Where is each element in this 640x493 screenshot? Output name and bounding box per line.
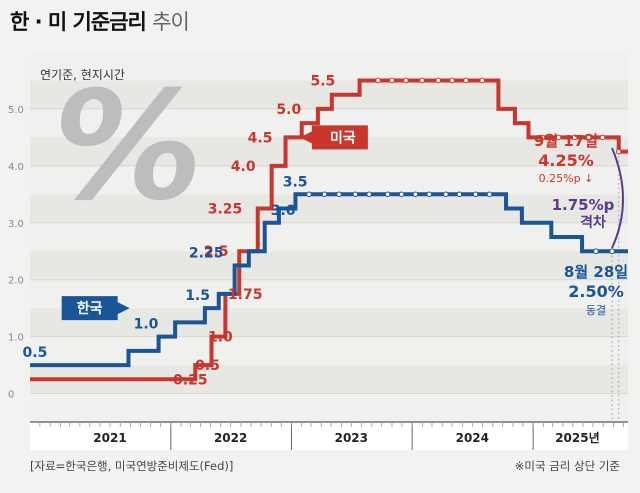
chart-subtitle: 연기준, 현지시간 <box>40 68 125 82</box>
us-end-date: 9월 17일 <box>534 132 598 150</box>
grid-band <box>30 308 628 337</box>
grid-band <box>30 251 628 280</box>
chart-title: 한 · 미 기준금리 추이 <box>10 6 190 36</box>
y-tick-label: 1.0 <box>8 333 24 344</box>
grid-band <box>30 194 628 223</box>
grid-band <box>30 80 628 109</box>
y-tick-label: 4.0 <box>8 162 24 173</box>
gap-bracket <box>611 147 624 249</box>
us-value-label: 0.5 <box>195 358 220 374</box>
percent-icon: % <box>53 60 203 234</box>
us-meeting-marker <box>479 77 486 84</box>
us-value-label: 3.25 <box>208 202 243 218</box>
y-tick-label: 2.0 <box>8 276 24 287</box>
kr-meeting-marker <box>306 191 312 198</box>
y-tick-label: 5.0 <box>8 105 24 116</box>
x-axis-band <box>30 422 628 450</box>
us-meeting-marker <box>449 77 455 84</box>
us-end-value: 4.25% <box>538 151 594 170</box>
chart-title-main: 한 · 미 기준금리 <box>10 10 147 34</box>
kr-value-label: 3.5 <box>283 174 308 190</box>
grid-band <box>30 336 628 366</box>
us-value-label: 4.5 <box>248 130 273 146</box>
us-value-label: 5.5 <box>310 73 335 89</box>
us-meeting-marker <box>435 77 442 84</box>
us-meeting-marker <box>585 134 592 141</box>
us-meeting-marker <box>419 77 425 84</box>
x-category-label: 2023 <box>335 431 368 445</box>
us-meeting-marker <box>599 134 606 141</box>
x-category-label: 2022 <box>214 431 247 445</box>
us-value-label: 4.0 <box>231 159 256 175</box>
kr-meeting-marker <box>412 191 419 198</box>
grid-band <box>30 393 628 422</box>
kr-meeting-marker <box>609 248 615 255</box>
kr-end-date: 8월 28일 <box>564 263 628 281</box>
us-series-line <box>30 78 628 382</box>
footnote: ※미국 금리 상단 기준 <box>514 459 620 473</box>
x-category-label: 2025년 <box>555 431 599 445</box>
us-meeting-marker <box>571 134 578 141</box>
kr-tag-label: 한국 <box>77 301 103 317</box>
grid-band <box>30 279 628 309</box>
grid-band <box>30 222 628 252</box>
x-category-label: 2024 <box>456 431 489 445</box>
us-value-label: 0.25 <box>173 372 208 388</box>
kr-meeting-marker <box>384 191 391 198</box>
us-value-label: 1.0 <box>208 330 233 346</box>
us-meeting-marker <box>539 134 546 141</box>
us-value-label: 2.5 <box>204 244 229 260</box>
grid-band <box>30 165 628 195</box>
x-category-label: 2021 <box>93 431 126 445</box>
grid-band <box>30 52 628 81</box>
us-meeting-marker <box>555 134 562 141</box>
kr-meeting-marker <box>456 191 463 198</box>
source-note: [자료=한국은행, 미국연방준비제도(Fed)] <box>30 459 234 473</box>
us-meeting-marker <box>615 148 622 155</box>
us-meeting-marker <box>403 77 409 84</box>
chart-title-light: 추이 <box>152 10 190 34</box>
kr-meeting-marker <box>486 191 493 198</box>
kr-series-line <box>30 192 628 368</box>
kr-meeting-marker <box>472 191 479 198</box>
kr-meeting-marker <box>352 191 359 198</box>
kr-meeting-marker <box>426 191 433 198</box>
kr-meeting-marker <box>593 248 599 255</box>
kr-value-label: 3.0 <box>271 203 296 219</box>
us-tag-bubble <box>299 125 368 150</box>
kr-end-change: 동결 <box>586 304 606 317</box>
gap-value: 1.75%p <box>552 196 615 214</box>
us-value-label: 5.0 <box>276 102 301 118</box>
y-tick-label: 0 <box>8 390 14 401</box>
y-tick-label: 3.0 <box>8 219 24 230</box>
kr-value-label: 1.0 <box>134 317 159 333</box>
kr-value-label: 1.5 <box>185 288 210 304</box>
kr-meeting-marker <box>398 191 405 198</box>
kr-value-label: 2.25 <box>189 245 224 261</box>
kr-meeting-marker <box>321 191 328 198</box>
kr-meeting-marker <box>336 191 342 198</box>
gap-label: 격차 <box>580 214 606 231</box>
kr-meeting-marker <box>366 191 372 198</box>
us-meeting-marker <box>463 77 469 84</box>
kr-tag-bubble <box>61 296 130 321</box>
kr-value-label: 0.5 <box>23 345 48 361</box>
us-value-label: 1.75 <box>228 287 263 303</box>
us-tag-label: 미국 <box>330 130 356 146</box>
kr-meeting-marker <box>443 191 449 198</box>
us-meeting-marker <box>375 77 381 84</box>
kr-end-value: 2.50% <box>568 282 624 301</box>
us-end-change: 0.25%p ↓ <box>539 172 594 185</box>
us-meeting-marker <box>389 77 395 84</box>
